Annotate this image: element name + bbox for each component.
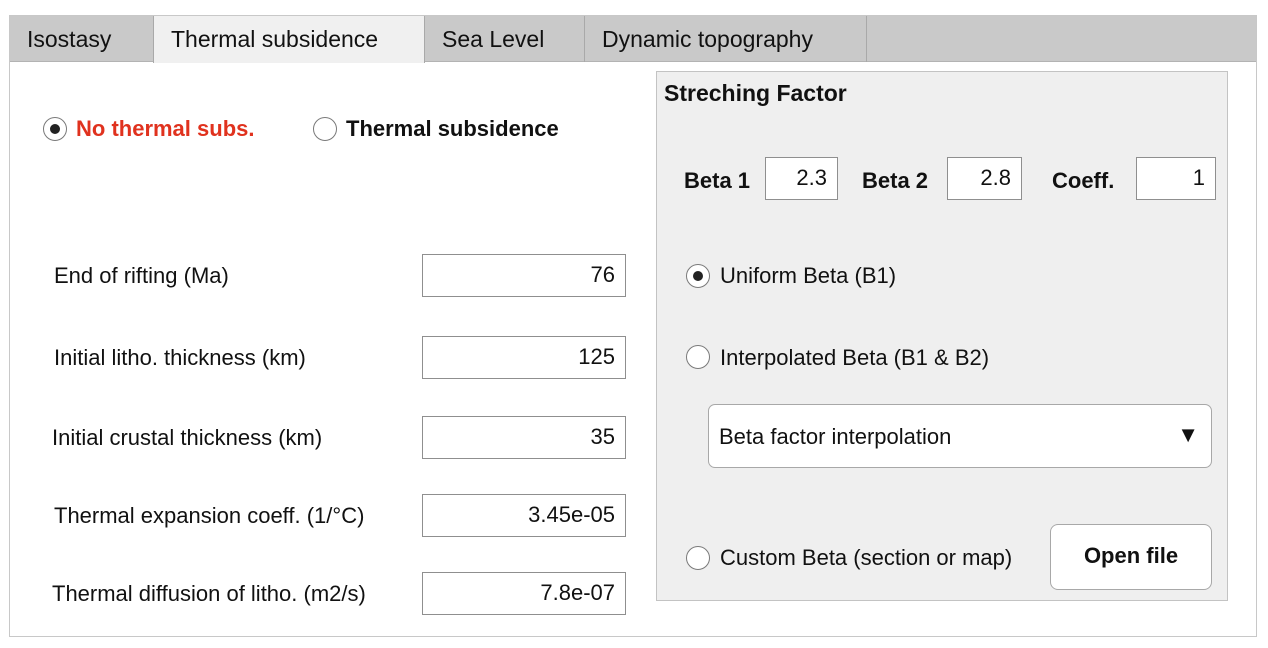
tab-sea-level[interactable]: Sea Level [425,16,585,62]
end-of-rifting-input[interactable]: 76 [422,254,626,297]
custom-beta-radio[interactable] [686,546,710,570]
end-of-rifting-label: End of rifting (Ma) [54,263,229,288]
coeff-input[interactable]: 1 [1136,157,1216,200]
thermal-diffusion-input[interactable]: 7.8e-07 [422,572,626,615]
tab-bar: Isostasy Thermal subsidence Sea Level Dy… [10,16,1256,63]
no-thermal-label: No thermal subs. [76,116,255,141]
interpolated-beta-label: Interpolated Beta (B1 & B2) [720,345,990,370]
initial-litho-thickness-label: Initial litho. thickness (km) [54,345,306,370]
tab-isostasy[interactable]: Isostasy [10,16,154,62]
open-file-button[interactable]: Open file [1050,524,1212,590]
beta1-label: Beta 1 [684,168,751,193]
beta2-label: Beta 2 [862,168,929,193]
thermal-subsidence-label: Thermal subsidence [346,116,559,141]
stretching-factor-title: Streching Factor [664,80,847,106]
beta-interpolation-value: Beta factor interpolation [719,424,952,449]
thermal-expansion-coeff-label: Thermal expansion coeff. (1/°C) [54,503,365,528]
uniform-beta-label: Uniform Beta (B1) [720,263,897,288]
beta1-input[interactable]: 2.3 [765,157,838,200]
tab-thermal-subsidence[interactable]: Thermal subsidence [153,16,425,63]
initial-crustal-thickness-label: Initial crustal thickness (km) [52,425,323,450]
stretching-factor-group: Streching Factor [656,71,1228,601]
beta2-input[interactable]: 2.8 [947,157,1022,200]
beta-interpolation-select[interactable]: Beta factor interpolation ▼ [708,404,1212,468]
initial-litho-thickness-input[interactable]: 125 [422,336,626,379]
thermal-subsidence-radio[interactable] [313,117,337,141]
custom-beta-label: Custom Beta (section or map) [720,545,1013,570]
chevron-down-icon: ▼ [1177,422,1199,447]
no-thermal-radio[interactable] [43,117,67,141]
coeff-label: Coeff. [1052,168,1115,193]
uniform-beta-radio[interactable] [686,264,710,288]
initial-crustal-thickness-input[interactable]: 35 [422,416,626,459]
thermal-expansion-coeff-input[interactable]: 3.45e-05 [422,494,626,537]
thermal-diffusion-label: Thermal diffusion of litho. (m2/s) [52,581,366,606]
interpolated-beta-radio[interactable] [686,345,710,369]
tab-dynamic-topography[interactable]: Dynamic topography [585,16,867,62]
